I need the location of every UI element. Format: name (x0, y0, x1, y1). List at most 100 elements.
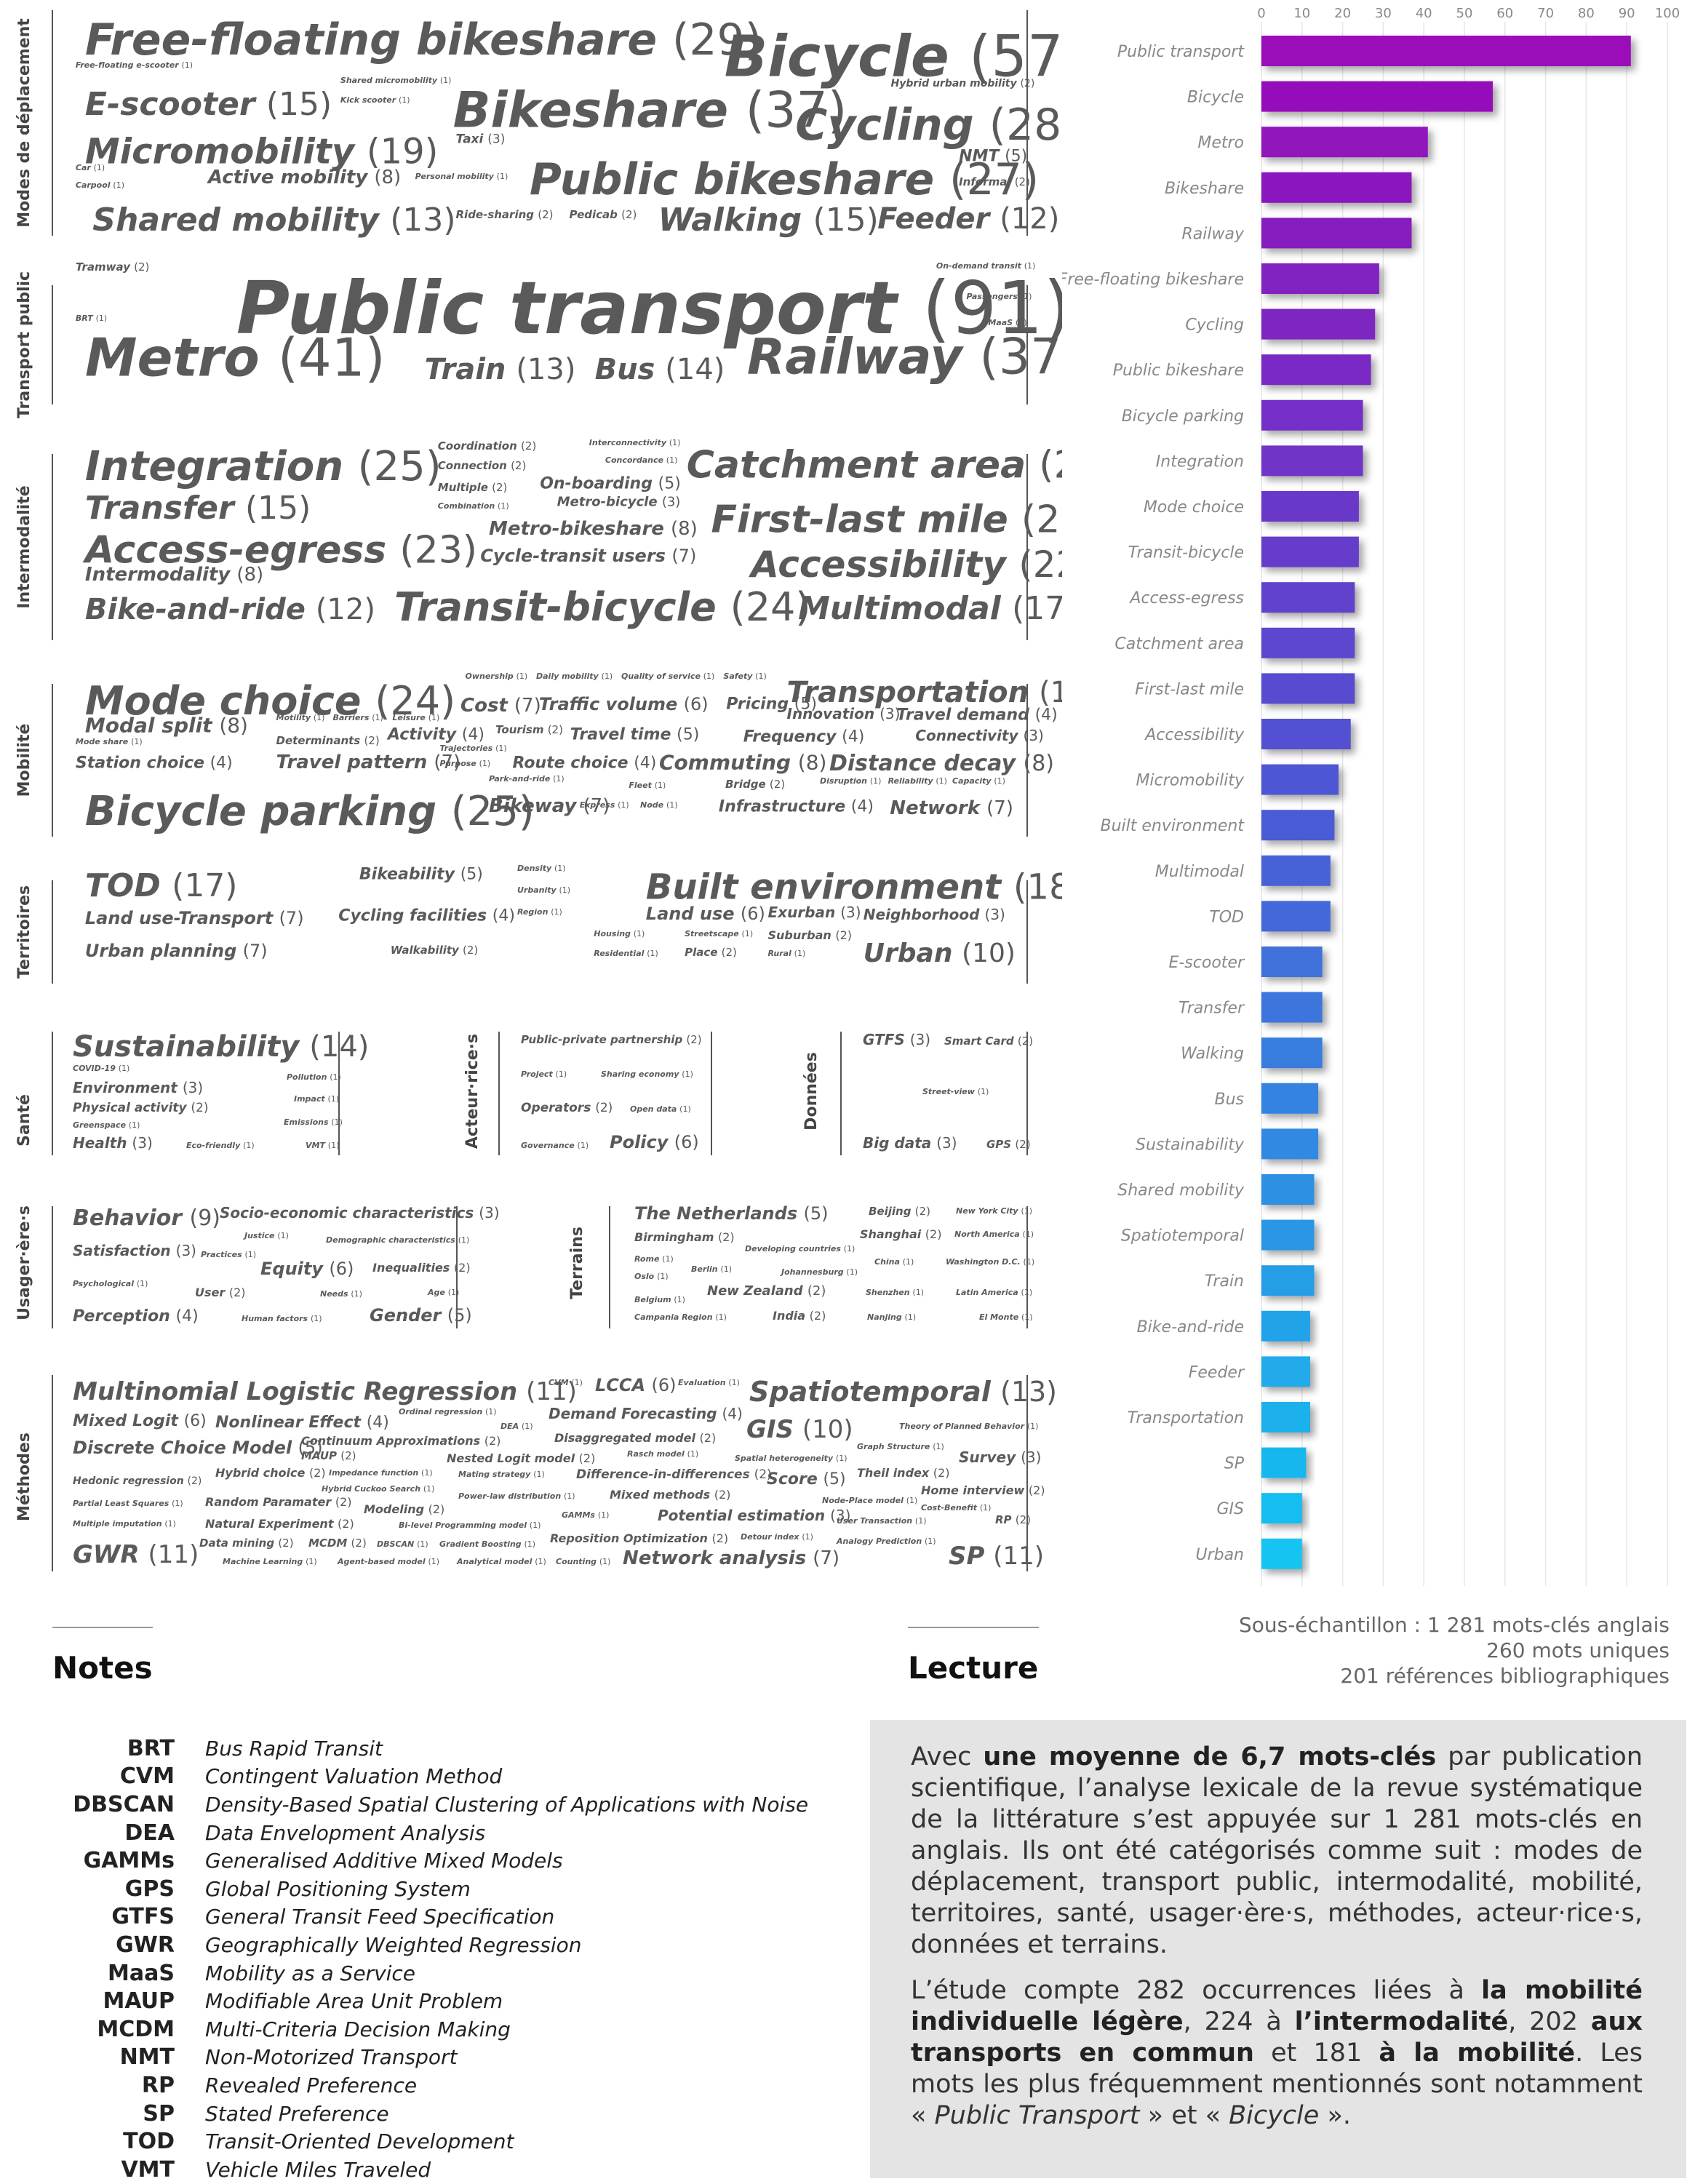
abbreviation-row: DBSCAN Density-Based Spatial Clustering o… (44, 1790, 880, 1819)
keyword: Travel demand (4) (896, 706, 1057, 725)
bar (1261, 491, 1359, 522)
x-tick-label: 80 (1578, 6, 1595, 21)
svg-text:RP (2): RP (2) (995, 1513, 1031, 1526)
svg-text:Demographic characteristics (1: Demographic characteristics (1) (326, 1235, 469, 1245)
keyword: Integration (25) (85, 443, 442, 490)
svg-text:Greenspace (1): Greenspace (1) (73, 1120, 140, 1130)
svg-text:Terrains: Terrains (568, 1227, 586, 1299)
abbreviation-key: BRT (127, 1735, 175, 1761)
keyword: Urban planning (7) (85, 941, 268, 961)
svg-text:Hedonic regression (2): Hedonic regression (2) (73, 1475, 202, 1487)
abbreviation-row: BRT Bus Rapid Transit (44, 1734, 880, 1763)
svg-text:Big data (3): Big data (3) (863, 1134, 957, 1152)
svg-text:Emissions (1): Emissions (1) (284, 1117, 343, 1127)
keyword: Trajectories (1) (439, 744, 506, 753)
keyword: Access-egress (23) (82, 529, 477, 573)
abbreviation-key: GAMMs (83, 1848, 175, 1874)
sample-line-references: 201 références bibliographiques (1340, 1664, 1670, 1688)
abbreviation-meaning: Transit-Oriented Development (205, 2129, 514, 2154)
keyword: Concordance (1) (605, 455, 678, 465)
abbreviation-meaning: Multi-Criteria Decision Making (205, 2017, 511, 2041)
svg-text:Acteur·rice·s: Acteur·rice·s (463, 1034, 482, 1149)
abbreviation-key: DEA (124, 1820, 175, 1846)
abbreviation-meaning: Modifiable Area Unit Problem (205, 1989, 503, 2014)
svg-text:Random Paramater (2): Random Paramater (2) (205, 1495, 351, 1509)
svg-text:Node-Place model (1): Node-Place model (1) (822, 1496, 917, 1505)
svg-text:GWR (11): GWR (11) (73, 1540, 199, 1569)
x-tick-label: 40 (1416, 6, 1432, 21)
keyword: Barriers (1) (333, 713, 383, 722)
keyword: Metro (41) (85, 327, 386, 388)
svg-text:Pollution (1): Pollution (1) (287, 1072, 341, 1082)
keyword: First-last mile (23) (711, 498, 1063, 542)
svg-text:GPS (2): GPS (2) (986, 1138, 1031, 1151)
keyword: Tourism (2) (495, 723, 563, 736)
keyword: Pedicab (2) (570, 208, 637, 221)
svg-text:MAUP (2): MAUP (2) (301, 1449, 356, 1462)
lecture-quote: Bicycle (1229, 2101, 1320, 2130)
bar (1261, 582, 1355, 613)
keyword: Cycle-transit users (7) (480, 546, 696, 566)
keyword: Modal split (8) (85, 713, 248, 737)
svg-text:Washington D.C. (1): Washington D.C. (1) (946, 1257, 1034, 1267)
abbreviation-meaning: Mobility as a Service (205, 1961, 416, 1985)
lecture-text: . Les mots les plus fréquemment mentionn… (911, 2038, 1643, 2130)
svg-text:Cost-Benefit (1): Cost-Benefit (1) (921, 1503, 991, 1513)
abbreviation-key: NMT (119, 2044, 175, 2071)
bar (1261, 810, 1335, 841)
svg-text:CVM (1): CVM (1) (549, 1378, 583, 1387)
abbreviation-row: SP Stated Preference (44, 2100, 880, 2128)
keyword: Density (1) (517, 864, 566, 873)
svg-text:Theory of Planned Behavior (1): Theory of Planned Behavior (1) (899, 1422, 1038, 1431)
keyword-frequency-bar-chart: 0 10 20 30 40 50 60 70 80 90 100 Public transport B… (1062, 6, 1680, 1586)
lecture-emphasis: aux transports en commun (911, 2007, 1643, 2068)
abbreviation-meaning: Non-Motorized Transport (205, 2045, 458, 2070)
svg-text:Méthodes: Méthodes (15, 1432, 33, 1521)
keyword: Shared micromobility (1) (340, 76, 452, 85)
bar (1261, 36, 1631, 66)
abbreviation-meaning: Generalised Additive Mixed Models (205, 1849, 563, 1873)
bar (1261, 1128, 1319, 1160)
svg-text:Difference-in-differences (2): Difference-in-differences (2) (576, 1467, 772, 1482)
keyword: On-demand transit (1) (936, 261, 1035, 271)
abbreviation-key: MaaS (108, 1960, 175, 1986)
svg-text:Multinomial Logistic Regressio: Multinomial Logistic Regression (11) (73, 1377, 577, 1406)
lecture-text-box: Avec une moyenne de 6,7 mots-clés par pu… (870, 1720, 1686, 2178)
svg-text:El Monte (1): El Monte (1) (979, 1312, 1033, 1322)
bar (1261, 1265, 1315, 1296)
keyword: Hybrid urban mobility (2) (891, 78, 1035, 89)
category-acteurs: Acteur·rice·s Public-private partnership… (463, 1032, 712, 1155)
abbreviation-row: GAMMs Generalised Additive Mixed Models (44, 1846, 880, 1875)
svg-text:User Transaction (1): User Transaction (1) (837, 1516, 927, 1526)
keyword: Frequency (4) (743, 728, 865, 746)
keyword: Bicycle parking (25) (85, 788, 535, 835)
keyword-cloud: Modes de déplacement Transport public Inte… (15, 10, 1063, 1571)
lecture-paragraph-1: Avec une moyenne de 6,7 mots-clés par pu… (911, 1742, 1643, 1961)
category-label: Railway (1182, 225, 1245, 243)
svg-text:New Zealand (2): New Zealand (2) (707, 1283, 826, 1299)
keyword: Cycling facilities (4) (338, 907, 515, 925)
svg-text:Open data (1): Open data (1) (630, 1104, 691, 1114)
bar (1261, 719, 1351, 749)
svg-text:Shenzhen (1): Shenzhen (1) (866, 1288, 924, 1297)
abbreviation-row: MCDM Multi-Criteria Decision Making (44, 2015, 880, 2044)
category-terrains: Terrains The Netherlands (5) Beijing (2)… (568, 1203, 1034, 1328)
svg-text:Socio-economic characteristics: Socio-economic characteristics (3) (220, 1204, 500, 1221)
category-label: Transit-bicycle (1128, 544, 1244, 562)
keyword: Catchment area (23) (687, 444, 1062, 487)
bar (1261, 992, 1323, 1023)
category-label: Intermodalité (15, 485, 33, 608)
category-label: Transport public (15, 271, 33, 418)
category-label: Transfer (1178, 1000, 1245, 1018)
keyword: Free-floating bikeshare (29) (85, 15, 762, 65)
abbreviation-key: GPS (124, 1876, 175, 1902)
svg-text:GTFS (3): GTFS (3) (863, 1031, 930, 1048)
svg-text:Données: Données (802, 1052, 821, 1131)
svg-text:Shanghai (2): Shanghai (2) (860, 1227, 941, 1241)
svg-text:Developing countries (1): Developing countries (1) (745, 1244, 855, 1254)
svg-text:Needs (1): Needs (1) (320, 1289, 362, 1299)
abbreviation-meaning: Vehicle Miles Traveled (205, 2157, 431, 2182)
svg-text:Graph Structure (1): Graph Structure (1) (857, 1442, 944, 1451)
chart-gridlines (1261, 22, 1668, 1586)
bar (1261, 673, 1355, 704)
